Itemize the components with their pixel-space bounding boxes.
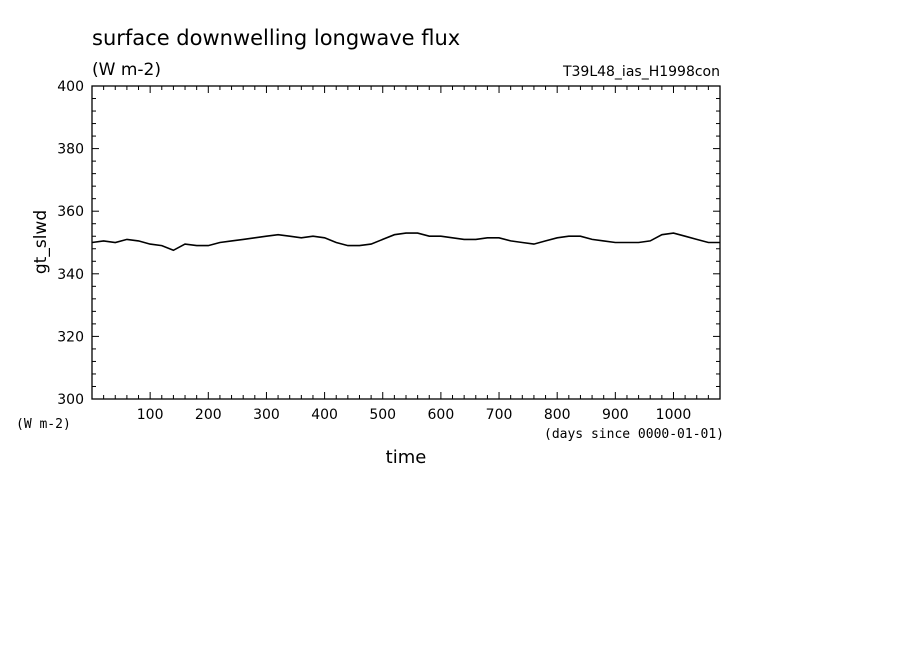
x-tick-label: 900 [602, 407, 629, 423]
axis-ticks [92, 86, 720, 399]
y-tick-label: 320 [57, 329, 84, 345]
x-axis-label: time [386, 447, 427, 468]
y-axis-label: gt_slwd [31, 210, 51, 274]
y-units-label: (W m-2) [16, 417, 71, 432]
x-tick-label: 800 [544, 407, 571, 423]
x-tick-label: 700 [486, 407, 513, 423]
chart-units: (W m-2) [92, 60, 161, 80]
y-tick-label: 300 [57, 392, 84, 408]
y-tick-label: 340 [57, 267, 84, 283]
chart-title: surface downwelling longwave flux [92, 26, 460, 50]
y-tick-label: 360 [57, 204, 84, 220]
x-tick-label: 400 [311, 407, 338, 423]
x-tick-label: 500 [369, 407, 396, 423]
x-tick-label: 100 [137, 407, 164, 423]
x-tick-label: 300 [253, 407, 280, 423]
y-tick-label: 400 [57, 79, 84, 95]
plot-area: 100 200 300 400 500 600 700 800 900 1000 300 320 34… [57, 79, 721, 423]
x-tick-labels: 100 200 300 400 500 600 700 800 900 1000 [137, 407, 692, 423]
x-tick-label: 600 [428, 407, 455, 423]
y-tick-labels: 300 320 340 360 380 400 [57, 79, 84, 408]
series-line [91, 232, 720, 252]
run-id: T39L48_ias_H1998con [562, 64, 720, 80]
x-tick-label: 1000 [656, 407, 692, 423]
y-tick-label: 380 [57, 142, 84, 158]
x-units-label: (days since 0000-01-01) [544, 427, 724, 442]
x-tick-label: 200 [195, 407, 222, 423]
